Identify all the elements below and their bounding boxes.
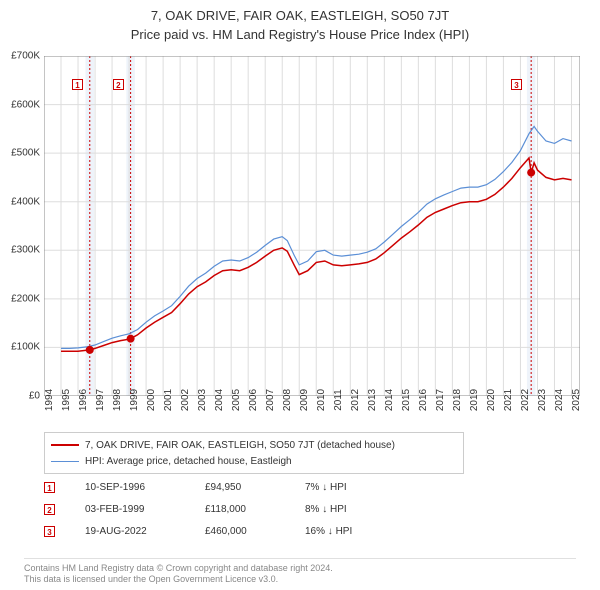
sale-date: 10-SEP-1996 [85, 482, 205, 493]
sale-diff: 7% ↓ HPI [305, 482, 405, 493]
chart-container: 7, OAK DRIVE, FAIR OAK, EASTLEIGH, SO50 … [0, 0, 600, 590]
y-tick-label: £200K [0, 293, 40, 304]
legend: 7, OAK DRIVE, FAIR OAK, EASTLEIGH, SO50 … [44, 432, 464, 474]
y-tick-label: £500K [0, 148, 40, 159]
sale-marker-icon: 3 [511, 79, 522, 90]
chart-svg [44, 56, 580, 396]
sale-date: 19-AUG-2022 [85, 526, 205, 537]
sale-table: 1 10-SEP-1996 £94,950 7% ↓ HPI 2 03-FEB-… [44, 476, 405, 542]
sale-row: 1 10-SEP-1996 £94,950 7% ↓ HPI [44, 476, 405, 498]
sale-marker-icon: 2 [113, 79, 124, 90]
sale-marker-icon: 3 [44, 526, 55, 537]
y-tick-label: £0 [0, 391, 40, 402]
sale-row: 2 03-FEB-1999 £118,000 8% ↓ HPI [44, 498, 405, 520]
legend-row: HPI: Average price, detached house, East… [51, 453, 457, 469]
chart-subtitle: Price paid vs. HM Land Registry's House … [0, 23, 600, 42]
y-tick-label: £300K [0, 245, 40, 256]
sale-marker-icon: 2 [44, 504, 55, 515]
sale-price: £94,950 [205, 482, 305, 493]
footer-line: Contains HM Land Registry data © Crown c… [24, 563, 576, 575]
chart-plot-area: £0£100K£200K£300K£400K£500K£600K£700K199… [44, 56, 580, 396]
sale-price: £118,000 [205, 504, 305, 515]
sale-diff: 16% ↓ HPI [305, 526, 405, 537]
legend-swatch [51, 461, 79, 462]
legend-swatch [51, 444, 79, 446]
sale-marker-icon: 1 [72, 79, 83, 90]
chart-title: 7, OAK DRIVE, FAIR OAK, EASTLEIGH, SO50 … [0, 0, 600, 23]
y-tick-label: £100K [0, 342, 40, 353]
legend-label: HPI: Average price, detached house, East… [85, 456, 292, 467]
sale-date: 03-FEB-1999 [85, 504, 205, 515]
sale-marker-icon: 1 [44, 482, 55, 493]
footer: Contains HM Land Registry data © Crown c… [24, 558, 576, 586]
legend-label: 7, OAK DRIVE, FAIR OAK, EASTLEIGH, SO50 … [85, 440, 395, 451]
x-tick-label: 2025 [571, 389, 595, 411]
legend-row: 7, OAK DRIVE, FAIR OAK, EASTLEIGH, SO50 … [51, 437, 457, 453]
sale-row: 3 19-AUG-2022 £460,000 16% ↓ HPI [44, 520, 405, 542]
y-tick-label: £400K [0, 196, 40, 207]
y-tick-label: £600K [0, 99, 40, 110]
footer-line: This data is licensed under the Open Gov… [24, 574, 576, 586]
y-tick-label: £700K [0, 51, 40, 62]
sale-diff: 8% ↓ HPI [305, 504, 405, 515]
sale-price: £460,000 [205, 526, 305, 537]
